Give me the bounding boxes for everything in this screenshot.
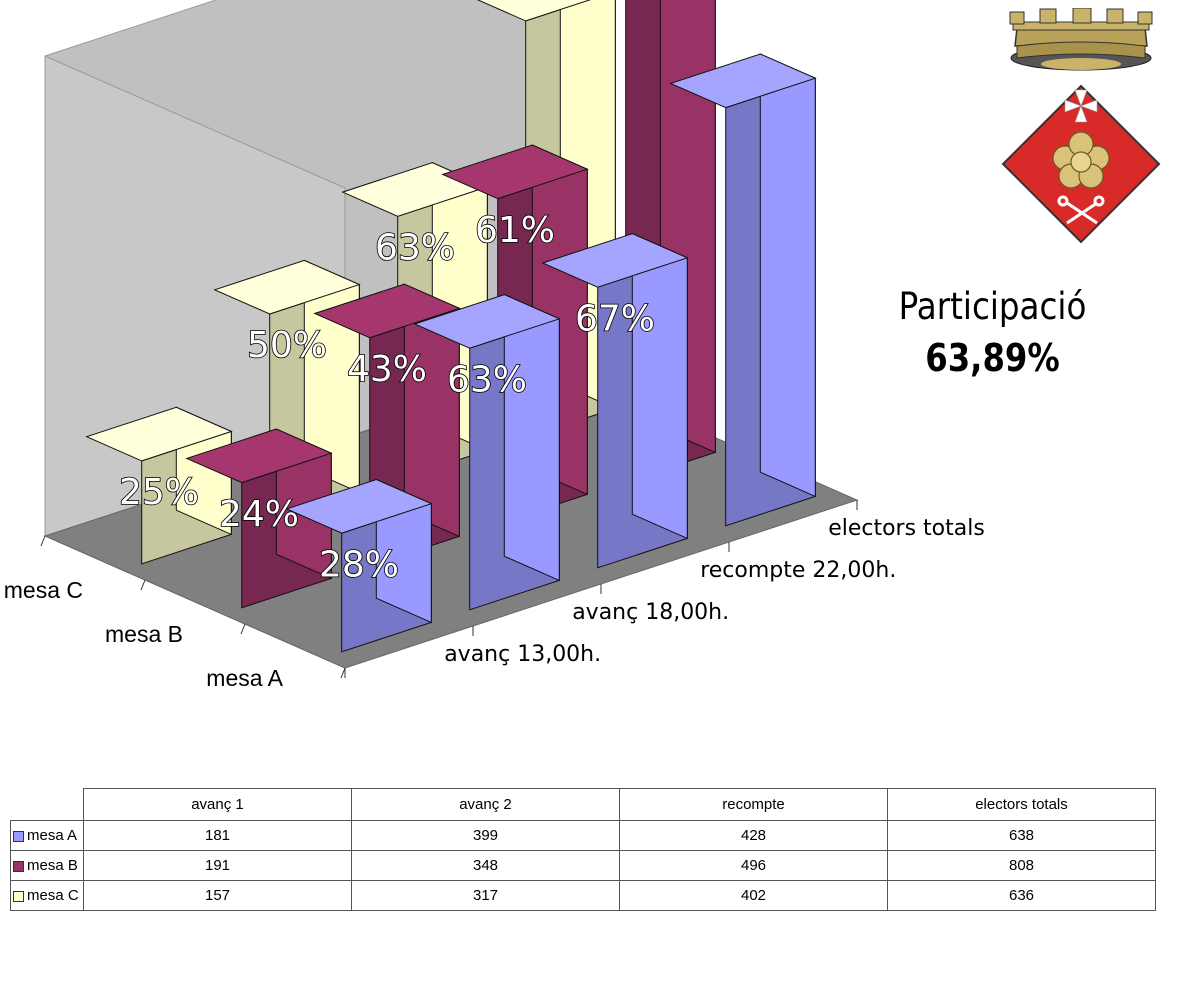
category-label: electors totals — [828, 516, 985, 541]
data-label: 50% — [247, 325, 327, 366]
lozenge-shield-icon — [1001, 84, 1161, 244]
table-corner-cell — [10, 788, 84, 821]
category-label: recompte 22,00h. — [700, 558, 896, 583]
table-row: mesa B 191 348 496 808 — [10, 850, 1156, 881]
table-cell: 636 — [887, 880, 1156, 911]
series-label: mesa A — [206, 665, 283, 691]
bar-mesa-b-0 — [185, 428, 333, 609]
chart-data-labels: 25% 50% 63% 24% 43% 61% 28% 63% 67% — [118, 209, 656, 586]
table-cell: 317 — [351, 880, 620, 911]
category-label: avanç 13,00h. — [444, 642, 601, 667]
table-row-header: mesa B — [10, 850, 84, 881]
data-label: 63% — [375, 228, 455, 269]
legend-swatch-mesa-b — [13, 860, 24, 872]
table-header-cell: recompte — [619, 788, 888, 821]
table-cell: 428 — [619, 820, 888, 851]
data-label: 43% — [347, 349, 427, 390]
table-row: mesa A 181 399 428 638 — [10, 820, 1156, 851]
data-label: 24% — [219, 494, 299, 535]
bar-mesa-a-3 — [669, 53, 817, 527]
table-cell: 402 — [619, 880, 888, 911]
series-label: mesa C — [4, 577, 83, 603]
table-cell: 638 — [887, 820, 1156, 851]
table-cell: 399 — [351, 820, 620, 851]
table-cell: 157 — [83, 880, 352, 911]
table-cell: 348 — [351, 850, 620, 881]
table-header-cell: avanç 1 — [83, 788, 352, 821]
crown-icon — [1009, 8, 1153, 71]
data-label: 63% — [447, 359, 527, 400]
participation-value: 63,89% — [925, 336, 1060, 380]
participation-summary: Participació 63,89% — [885, 285, 1100, 380]
chart-bars — [85, 0, 817, 653]
table-header-row: avanç 1 avanç 2 recompte electors totals — [10, 788, 1156, 821]
table-row-header: mesa C — [10, 880, 84, 911]
participation-title: Participació — [898, 285, 1087, 328]
row-label: mesa C — [27, 887, 79, 904]
data-table: avanç 1 avanç 2 recompte electors totals… — [10, 788, 1156, 911]
table-cell: 191 — [83, 850, 352, 881]
legend-swatch-mesa-c — [13, 890, 24, 902]
bar-mesa-a-0 — [285, 478, 433, 653]
data-label: 25% — [119, 472, 199, 513]
category-label: avanç 18,00h. — [572, 600, 729, 625]
table-row: mesa C 157 317 402 636 — [10, 880, 1156, 911]
bar-mesa-a-2 — [541, 232, 689, 569]
series-label: mesa B — [105, 621, 183, 647]
table-cell: 181 — [83, 820, 352, 851]
table-cell: 496 — [619, 850, 888, 881]
table-row-header: mesa A — [10, 820, 84, 851]
row-label: mesa B — [27, 857, 78, 874]
municipal-coat-of-arms-icon — [1001, 8, 1161, 244]
row-label: mesa A — [27, 827, 78, 844]
chart-axis-labels: avanç 13,00h. avanç 18,00h. recompte 22,00… — [4, 500, 985, 691]
data-label: 28% — [319, 544, 399, 585]
bar-chart-3d: 25% 50% 63% 24% 43% 61% 28% 63% 67% avanç 13,00h… — [4, 0, 985, 691]
data-label: 61% — [475, 210, 555, 251]
table-header-cell: avanç 2 — [351, 788, 620, 821]
table-cell: 808 — [887, 850, 1156, 881]
data-label: 67% — [575, 298, 655, 339]
table-header-cell: electors totals — [887, 788, 1156, 821]
legend-swatch-mesa-a — [13, 830, 24, 842]
bar-mesa-a-1 — [413, 293, 561, 611]
